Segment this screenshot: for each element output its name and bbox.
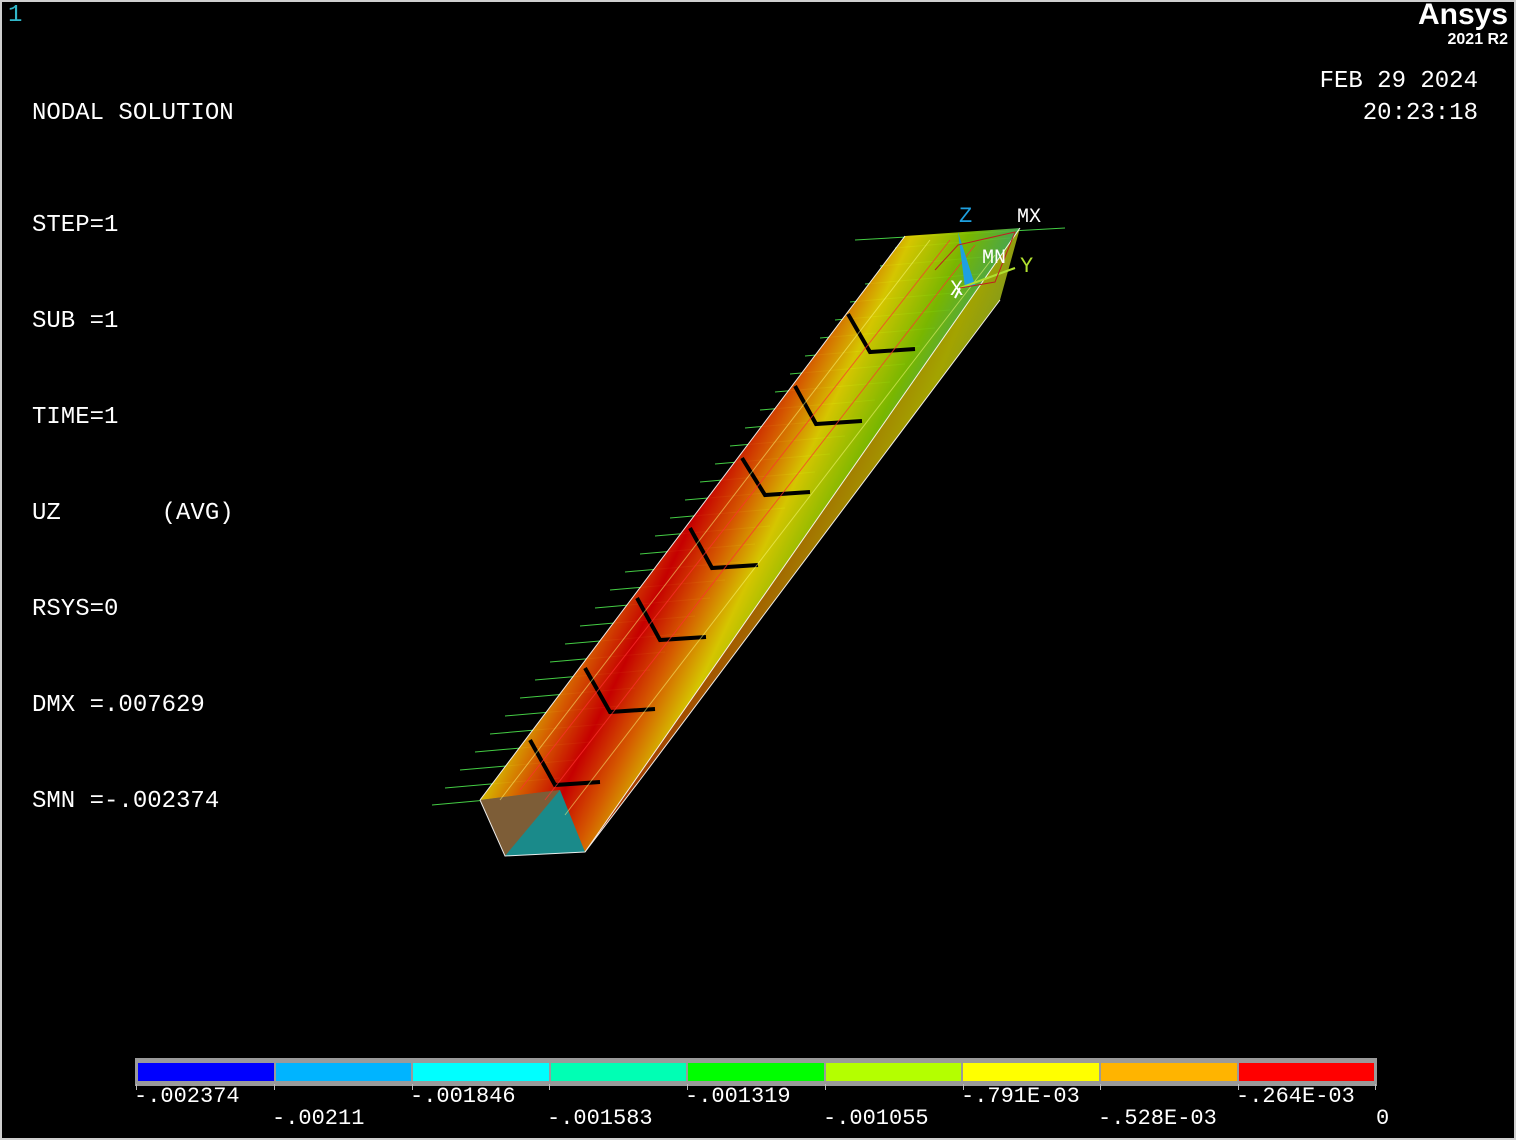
legend-label-7: -.791E-03 (961, 1084, 1080, 1109)
legend-tick (412, 1084, 413, 1090)
legend-tick (274, 1084, 275, 1090)
triad-y-label: Y (1020, 254, 1033, 279)
legend-label-8: -.528E-03 (1098, 1106, 1217, 1131)
time-label: 20:23:18 (1362, 100, 1478, 127)
max-marker-label: MX (1017, 206, 1041, 229)
timestamp: FEB 29 2024 20:23:18 (1320, 66, 1478, 130)
legend-label-4: -.001583 (547, 1106, 653, 1131)
legend-tick (1375, 1084, 1376, 1090)
legend-tick (1100, 1084, 1101, 1090)
ansys-logo: Ansys 2021 R2 (1418, 0, 1508, 50)
brand-version: 2021 R2 (1447, 31, 1509, 48)
legend-swatch-6 (825, 1063, 962, 1081)
legend-label-1: -.002374 (134, 1084, 240, 1109)
legend-tick (1238, 1084, 1239, 1090)
legend-swatch-7 (963, 1063, 1099, 1081)
solution-info: NODAL SOLUTION STEP=1 SUB =1 TIME=1 UZ (… (32, 34, 234, 850)
window-number: 1 (8, 2, 23, 29)
info-smn: SMN =-.002374 (32, 788, 220, 815)
legend-swatch-9 (1238, 1063, 1375, 1081)
legend-swatch-2 (275, 1063, 412, 1081)
legend-tick (687, 1084, 688, 1090)
info-sub: SUB =1 (32, 308, 119, 335)
legend-tick (549, 1084, 550, 1090)
coordinate-triad: Z Y X MX MN (934, 204, 1041, 302)
legend-swatch-3 (413, 1063, 549, 1081)
min-marker-label: MN (982, 247, 1006, 270)
legend-label-3: -.001846 (410, 1084, 516, 1109)
solution-title: NODAL SOLUTION (32, 100, 234, 127)
legend-swatch-4 (550, 1063, 687, 1081)
legend-label-2: -.00211 (272, 1106, 365, 1131)
legend-tick (963, 1084, 964, 1090)
legend-tick (825, 1084, 826, 1090)
info-dmx: DMX =.007629 (32, 692, 205, 719)
legend-tick (136, 1084, 137, 1090)
info-step: STEP=1 (32, 212, 119, 239)
triad-z-label: Z (959, 204, 972, 229)
triad-x-label: X (950, 277, 963, 302)
legend-label-9: -.264E-03 (1236, 1084, 1355, 1109)
info-rsys: RSYS=0 (32, 596, 119, 623)
legend-swatch-5 (688, 1063, 824, 1081)
legend-label-5: -.001319 (685, 1084, 791, 1109)
brand-name: Ansys (1417, 0, 1508, 31)
date-label: FEB 29 2024 (1319, 68, 1478, 95)
info-result-item: UZ (AVG) (32, 500, 234, 527)
contour-legend (135, 1058, 1377, 1086)
legend-swatch-1 (138, 1063, 274, 1081)
legend-label-6: -.001055 (823, 1106, 929, 1131)
legend-swatch-8 (1100, 1063, 1237, 1081)
info-time: TIME=1 (32, 404, 119, 431)
legend-label-10: 0 (1376, 1106, 1390, 1131)
beam-model (479, 227, 1021, 857)
